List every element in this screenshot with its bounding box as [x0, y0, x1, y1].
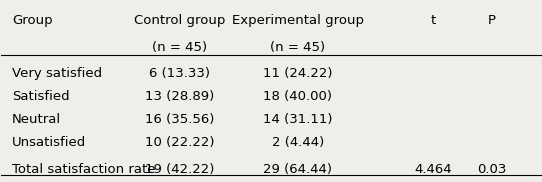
Text: P: P	[488, 14, 496, 27]
Text: 16 (35.56): 16 (35.56)	[145, 113, 214, 126]
Text: (n = 45): (n = 45)	[152, 41, 207, 54]
Text: Group: Group	[12, 14, 53, 27]
Text: Experimental group: Experimental group	[232, 14, 364, 27]
Text: 14 (31.11): 14 (31.11)	[263, 113, 333, 126]
Text: Satisfied: Satisfied	[12, 90, 70, 103]
Text: 29 (64.44): 29 (64.44)	[263, 163, 332, 176]
Text: 2 (4.44): 2 (4.44)	[272, 136, 324, 149]
Text: 18 (40.00): 18 (40.00)	[263, 90, 332, 103]
Text: t: t	[430, 14, 435, 27]
Text: 10 (22.22): 10 (22.22)	[145, 136, 214, 149]
Text: 11 (24.22): 11 (24.22)	[263, 67, 333, 80]
Text: Unsatisfied: Unsatisfied	[12, 136, 86, 149]
Text: 6 (13.33): 6 (13.33)	[149, 67, 210, 80]
Text: 19 (42.22): 19 (42.22)	[145, 163, 214, 176]
Text: Very satisfied: Very satisfied	[12, 67, 102, 80]
Text: Control group: Control group	[134, 14, 225, 27]
Text: 13 (28.89): 13 (28.89)	[145, 90, 214, 103]
Text: Neutral: Neutral	[12, 113, 61, 126]
Text: (n = 45): (n = 45)	[270, 41, 326, 54]
Text: 0.03: 0.03	[478, 163, 507, 176]
Text: 4.464: 4.464	[414, 163, 451, 176]
Text: Total satisfaction rate: Total satisfaction rate	[12, 163, 156, 176]
